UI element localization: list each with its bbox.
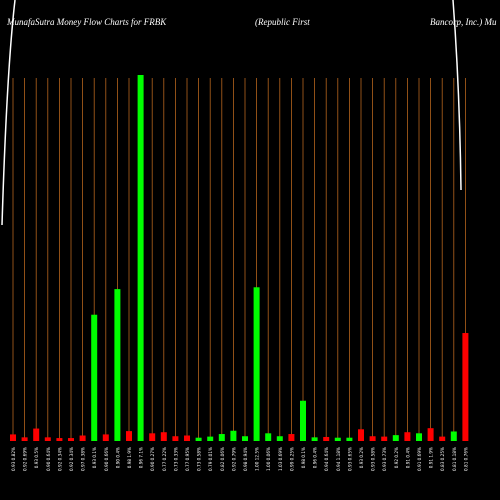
x-tick-label: 0.90 0.27% xyxy=(150,447,155,471)
x-tick-label: 0.93 0.1% xyxy=(92,447,97,468)
x-tick-label: 1.03 0.69% xyxy=(278,447,283,471)
money-flow-bar xyxy=(33,428,40,441)
x-tick-label: 0.77 0.95% xyxy=(185,447,190,471)
x-tick-label: 0.98 1.9% xyxy=(127,447,132,468)
x-tick-label: 0.93 0.2% xyxy=(359,447,364,468)
money-flow-bar xyxy=(334,437,341,441)
x-tick-label: 0.83 0.25% xyxy=(440,447,445,471)
money-flow-bar xyxy=(126,431,132,441)
money-flow-bar xyxy=(381,436,388,441)
money-flow-bar xyxy=(10,434,16,441)
x-tick-label: 0.90 0.66% xyxy=(104,447,109,471)
money-flow-bar xyxy=(276,436,283,441)
x-tick-label: 1.00 0.06% xyxy=(266,447,271,471)
money-flow-bar xyxy=(439,436,446,441)
money-flow-bar xyxy=(172,436,179,441)
x-tick-label: 0.91 1.9% xyxy=(429,447,434,468)
money-flow-bar xyxy=(218,434,225,441)
chart-title-left: MunafaSutra Money Flow Charts for FRBK xyxy=(7,17,167,27)
money-flow-bar xyxy=(242,436,248,441)
money-flow-bar xyxy=(427,428,434,441)
x-tick-label: 0.99 0.25% xyxy=(289,447,294,471)
x-tick-label: 0.77 0.22% xyxy=(162,447,167,471)
money-flow-bar xyxy=(358,429,364,441)
money-flow-bar xyxy=(137,75,144,441)
price-line-segment xyxy=(1,0,16,226)
money-flow-bar xyxy=(230,430,237,441)
x-tick-label: 0.92 0.69% xyxy=(23,447,28,471)
x-tick-label: 0.92 0.34% xyxy=(57,447,62,471)
grid-lines xyxy=(12,78,466,441)
x-tick-label: 0.79 0.01% xyxy=(208,447,213,471)
money-flow-bar xyxy=(253,287,260,441)
money-flow-bar xyxy=(300,400,306,441)
x-tick-labels: 0.93 0.82% 0.92 0.69% 0.93 0.5% 0.90 0.64% 0… xyxy=(11,447,468,471)
money-flow-bar xyxy=(44,437,51,441)
x-tick-label: 0.91 0.69% xyxy=(417,447,422,471)
money-flow-bar xyxy=(149,433,156,441)
chart-title-middle: (Republic First xyxy=(255,17,310,27)
money-flow-bar xyxy=(91,314,98,441)
x-tick-label: 0.98 0.94% xyxy=(243,447,248,471)
x-tick-label: 0.96 7.1% xyxy=(139,447,144,468)
x-tick-label: 0.90 0.64% xyxy=(46,447,51,471)
money-flow-bar xyxy=(195,437,202,441)
x-tick-label: 0.97 0.38% xyxy=(81,447,86,471)
x-tick-label: 0.98 0.1% xyxy=(301,447,306,468)
x-tick-label: 0.96 0.4% xyxy=(313,447,318,468)
x-tick-label: 0.92 0.34% xyxy=(69,447,74,471)
money-flow-bar xyxy=(450,431,457,441)
money-flow-bar xyxy=(416,433,422,441)
chart-title-right: Bancorp, Inc.) Mu xyxy=(430,17,497,27)
x-tick-label: 0.91 0.4% xyxy=(405,447,410,468)
money-flow-bar xyxy=(404,432,411,441)
x-tick-label: 0.93 0.5% xyxy=(34,447,39,468)
money-flow-bar xyxy=(21,437,28,441)
x-tick-label: 0.92 0.2% xyxy=(394,447,399,468)
x-tick-label: 0.93 0.58% xyxy=(371,447,376,471)
x-tick-label: 0.93 0.65% xyxy=(347,447,352,471)
x-tick-label: 0.93 0.82% xyxy=(11,447,16,471)
money-flow-bar xyxy=(79,435,86,441)
x-tick-label: 0.92 0.79% xyxy=(231,447,236,471)
money-flow-bar xyxy=(462,333,469,441)
money-flow-bar xyxy=(288,434,295,441)
money-flow-bar xyxy=(68,438,74,441)
bar-series xyxy=(10,75,469,441)
x-tick-label: 0.73 0.58% xyxy=(197,447,202,471)
price-line-layer xyxy=(1,0,462,226)
x-tick-label: 1.00 12.5% xyxy=(255,447,260,471)
x-tick-label: 0.81 0.18% xyxy=(452,447,457,471)
x-tick-label: 0.81 0.76% xyxy=(463,447,468,471)
price-line-segment xyxy=(452,0,462,191)
money-flow-bar xyxy=(184,435,190,441)
money-flow-bar xyxy=(114,289,121,441)
x-tick-label: 0.94 1.18% xyxy=(336,447,341,471)
money-flow-bar xyxy=(160,432,167,441)
x-tick-label: 0.82 0.06% xyxy=(220,447,225,471)
money-flow-bar xyxy=(207,436,214,441)
money-flow-bar xyxy=(265,433,272,441)
x-tick-label: 0.73 0.33% xyxy=(173,447,178,471)
money-flow-bar xyxy=(346,437,353,441)
x-tick-label: 0.94 0.64% xyxy=(324,447,329,471)
x-tick-label: 0.90 0.4% xyxy=(115,447,120,468)
money-flow-bar xyxy=(56,438,63,441)
money-flow-bar xyxy=(311,437,318,441)
money-flow-bar xyxy=(323,436,330,441)
money-flow-bar xyxy=(369,436,376,441)
x-tick-label: 0.93 0.73% xyxy=(382,447,387,471)
money-flow-bar xyxy=(392,435,399,441)
money-flow-bar xyxy=(102,434,109,441)
